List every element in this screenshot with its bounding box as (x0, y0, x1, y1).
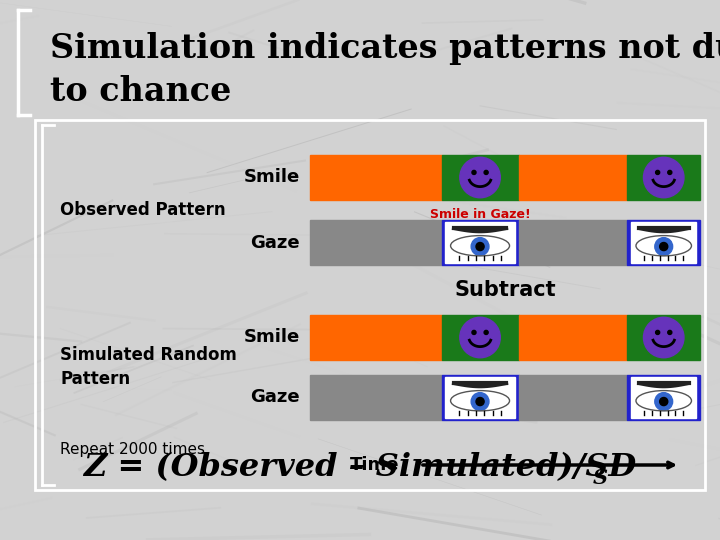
Ellipse shape (451, 235, 510, 256)
Text: Simulated Random: Simulated Random (60, 347, 237, 364)
Bar (310, 375, 441, 420)
Text: Smile in Gaze!: Smile in Gaze! (430, 208, 531, 221)
Circle shape (472, 171, 476, 174)
Bar (441, 155, 518, 200)
Bar (441, 315, 518, 360)
Text: Gaze: Gaze (251, 388, 300, 407)
Bar (631, 222, 696, 263)
Circle shape (644, 317, 684, 357)
Circle shape (460, 317, 500, 357)
Bar (446, 222, 515, 263)
Bar (310, 220, 441, 265)
Text: Pattern: Pattern (60, 370, 130, 388)
Text: Smile: Smile (244, 168, 300, 186)
Circle shape (656, 171, 660, 174)
Bar (441, 375, 518, 420)
Circle shape (667, 330, 672, 334)
Circle shape (476, 242, 484, 251)
Bar (310, 315, 441, 360)
Circle shape (472, 330, 476, 334)
Circle shape (484, 330, 488, 334)
Bar (446, 377, 515, 418)
Text: Gaze: Gaze (251, 233, 300, 252)
Text: Observed Pattern: Observed Pattern (60, 201, 225, 219)
Circle shape (471, 238, 489, 255)
Bar (518, 315, 627, 360)
Text: Repeat 2000 times.: Repeat 2000 times. (60, 442, 210, 457)
Bar (627, 155, 700, 200)
Bar (627, 220, 700, 265)
Bar (310, 155, 441, 200)
Circle shape (667, 171, 672, 174)
Ellipse shape (636, 235, 691, 256)
Circle shape (654, 238, 672, 255)
Circle shape (654, 393, 672, 410)
Circle shape (476, 397, 484, 406)
Bar (441, 220, 518, 265)
Circle shape (660, 242, 667, 251)
Text: Simulation indicates patterns not due: Simulation indicates patterns not due (50, 32, 720, 65)
Bar (518, 375, 627, 420)
Bar (518, 220, 627, 265)
Circle shape (656, 330, 660, 334)
Text: S: S (593, 468, 608, 488)
Text: Z = (Observed – Simulated)/SD: Z = (Observed – Simulated)/SD (84, 453, 636, 483)
Circle shape (484, 171, 488, 174)
Circle shape (644, 157, 684, 198)
Text: Time: Time (350, 456, 400, 474)
Circle shape (660, 397, 667, 406)
Text: to chance: to chance (50, 75, 231, 108)
Bar (627, 375, 700, 420)
Bar (627, 315, 700, 360)
Text: Smile: Smile (244, 328, 300, 347)
Text: Subtract: Subtract (454, 280, 556, 300)
Circle shape (471, 393, 489, 410)
Bar (518, 155, 627, 200)
Ellipse shape (451, 390, 510, 411)
Bar (631, 377, 696, 418)
Circle shape (460, 157, 500, 198)
Ellipse shape (636, 390, 691, 411)
